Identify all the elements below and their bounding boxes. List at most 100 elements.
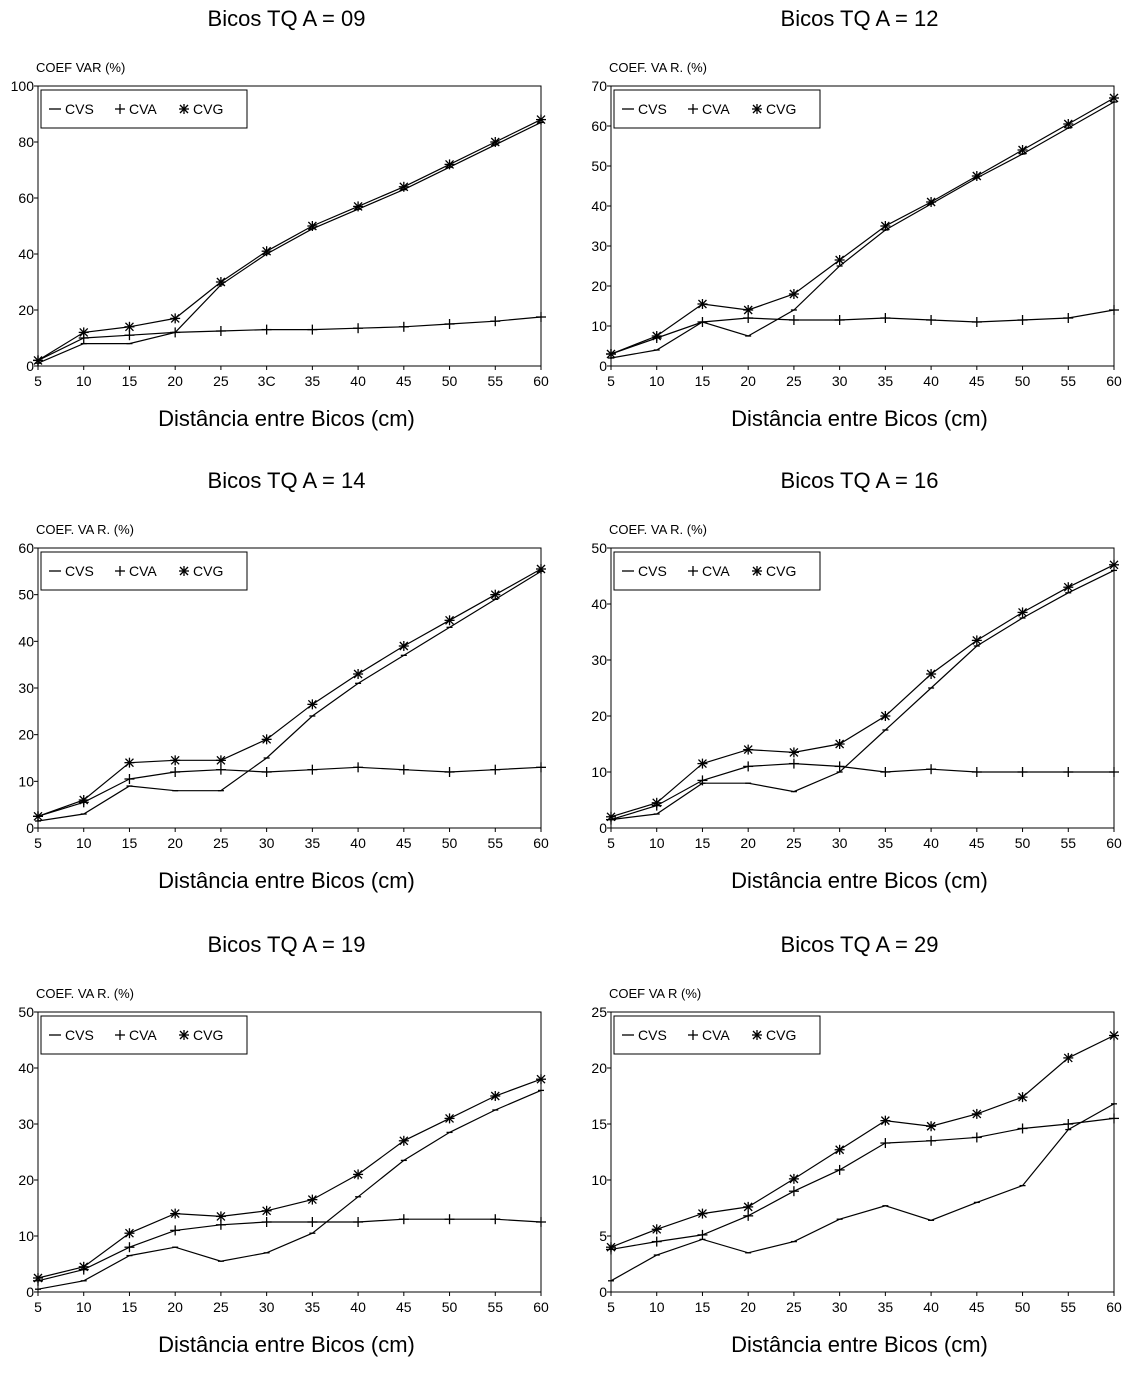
- data-point: [398, 641, 409, 651]
- x-tick-label: 15: [695, 1299, 711, 1315]
- y-tick-label: 20: [591, 708, 607, 724]
- legend-label: CVA: [702, 563, 730, 579]
- y-axis-label: COEF VAR (%): [36, 60, 125, 75]
- y-tick-label: 0: [599, 820, 607, 836]
- x-tick-label: 15: [122, 1299, 138, 1315]
- series-cvs: [35, 121, 544, 364]
- x-tick-label: 20: [167, 835, 183, 851]
- x-tick-label: 60: [533, 373, 549, 389]
- data-point: [33, 1273, 43, 1283]
- legend-marker: [179, 1030, 189, 1040]
- series-cvg: [606, 1030, 1119, 1253]
- chart-title: Bicos TQ A = 12: [780, 6, 939, 31]
- x-tick-label: 20: [740, 1299, 756, 1315]
- legend-box: [613, 1015, 821, 1055]
- x-axis-label: Distância entre Bicos (cm): [158, 1332, 415, 1357]
- legend-label: CVG: [193, 1027, 223, 1043]
- y-tick-label: 20: [18, 1172, 34, 1188]
- data-point: [971, 1108, 982, 1119]
- series-line: [610, 762, 1114, 821]
- legend-label: CVG: [766, 563, 796, 579]
- chart-panel: Bicos TQ A = 19 Distância entre Bicos (cm…: [0, 926, 573, 1384]
- x-tick-label: 25: [786, 1299, 802, 1315]
- data-point: [606, 349, 616, 359]
- legend: CVS CVA CVG: [40, 89, 248, 129]
- data-point: [1109, 305, 1119, 315]
- data-point: [834, 255, 845, 265]
- x-tick-label: 15: [695, 373, 711, 389]
- y-tick-label: 40: [18, 1060, 34, 1076]
- line-chart-plot: COEF VAR (%) 0 20 40 60 80 100 5 10 15 20 25 3C 35 40 4…: [11, 60, 549, 389]
- data-point: [1109, 1113, 1119, 1124]
- y-tick-label: 30: [591, 652, 607, 668]
- data-point: [398, 321, 409, 332]
- legend-marker: [115, 104, 125, 114]
- chart-title: Bicos TQ A = 14: [207, 468, 366, 493]
- series-cva: [33, 762, 546, 822]
- y-axis-label: COEF. VA R. (%): [36, 986, 134, 1001]
- legend-label: CVG: [766, 101, 796, 117]
- data-point: [170, 755, 181, 766]
- y-tick-label: 60: [18, 190, 34, 206]
- y-tick-label: 70: [591, 78, 607, 94]
- line-chart-plot: COEF. VA R. (%) 0 10 20 30 40 50 5 10 15 20 25 30 35 4…: [18, 986, 549, 1315]
- series-line: [37, 316, 542, 361]
- x-tick-label: 10: [76, 373, 92, 389]
- data-point: [1063, 582, 1074, 593]
- data-point: [398, 1135, 409, 1146]
- legend-box: [40, 551, 248, 591]
- legend-label: CVS: [638, 1027, 667, 1043]
- legend-marker: [688, 104, 698, 114]
- data-point: [444, 159, 455, 170]
- data-point: [444, 1214, 455, 1225]
- series-line: [37, 766, 542, 817]
- y-tick-label: 5: [599, 1228, 607, 1244]
- x-axis-label: Distância entre Bicos (cm): [731, 1332, 988, 1357]
- legend-label: CVG: [766, 1027, 796, 1043]
- data-point: [261, 1217, 272, 1227]
- series-cvs: [608, 1103, 1117, 1282]
- x-tick-label: 10: [649, 835, 665, 851]
- legend-label: CVA: [129, 101, 157, 117]
- legend-marker: [752, 566, 762, 576]
- series-line: [610, 101, 1115, 359]
- data-point: [353, 669, 364, 679]
- x-tick-label: 30: [259, 1299, 275, 1315]
- data-point: [697, 775, 708, 786]
- data-point: [261, 324, 272, 335]
- series-line: [37, 1089, 542, 1290]
- series-line: [610, 1117, 1115, 1251]
- data-point: [651, 1224, 662, 1235]
- series-cvg: [606, 559, 1119, 822]
- x-tick-label: 60: [533, 1299, 549, 1315]
- legend: CVS CVA CVG: [613, 89, 821, 129]
- data-point: [444, 1113, 455, 1124]
- data-point: [971, 317, 982, 327]
- y-tick-label: 100: [11, 78, 35, 94]
- data-point: [215, 326, 226, 336]
- data-point: [444, 319, 455, 329]
- data-point: [124, 1228, 135, 1239]
- x-tick-label: 50: [442, 1299, 458, 1315]
- data-point: [536, 564, 546, 574]
- data-point: [834, 315, 845, 325]
- x-tick-label: 50: [1015, 373, 1031, 389]
- y-tick-label: 25: [591, 1004, 607, 1020]
- data-point: [788, 289, 799, 299]
- x-tick-label: 15: [122, 835, 138, 851]
- x-tick-label: 50: [442, 373, 458, 389]
- data-point: [307, 324, 318, 335]
- data-point: [261, 1205, 272, 1216]
- data-point: [880, 767, 891, 777]
- data-point: [1017, 1123, 1028, 1134]
- chart-title: Bicos TQ A = 09: [207, 6, 366, 31]
- data-point: [651, 331, 662, 341]
- data-point: [170, 313, 181, 324]
- y-axis-label: COEF. VA R. (%): [36, 522, 134, 537]
- y-tick-label: 0: [599, 358, 607, 374]
- legend: CVS CVA CVG: [40, 551, 248, 591]
- x-tick-label: 3C: [258, 373, 276, 389]
- data-point: [490, 1214, 501, 1225]
- data-point: [1063, 313, 1074, 323]
